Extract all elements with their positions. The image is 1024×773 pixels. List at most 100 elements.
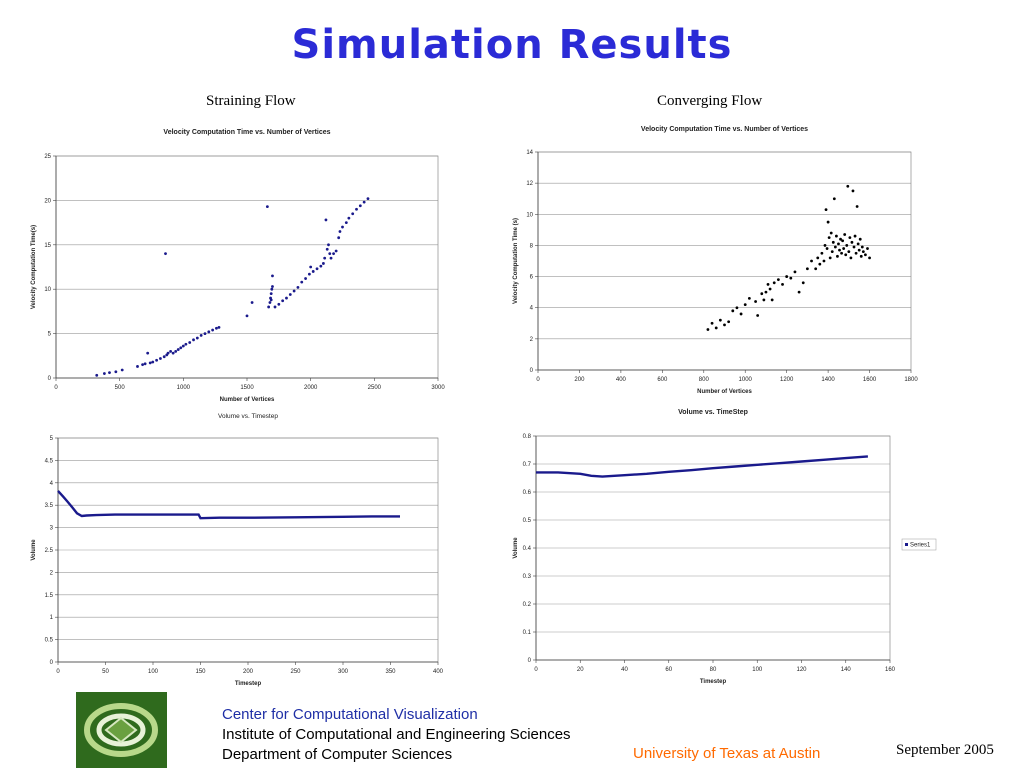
data-point [816,256,820,260]
data-point [269,292,273,296]
data-point [288,293,292,296]
y-tick-label: 0.8 [523,434,532,440]
legend-swatch [905,543,908,546]
data-point [853,234,857,238]
footer-university: University of Texas at Austin [633,745,821,762]
data-point [739,312,743,316]
y-tick-label: 2 [530,337,534,343]
x-tick-label: 1200 [780,377,794,383]
data-point [362,200,366,204]
data-point [217,325,221,329]
ccv-logo-icon [84,703,158,757]
data-point [842,247,846,250]
data-point [857,248,861,252]
data-point [311,270,315,273]
data-point [756,314,760,317]
chart-title: Volume vs. Timestep [218,413,278,420]
data-point [822,259,826,263]
footer-line-1: Center for Computational Visualization [222,706,478,723]
data-point [856,242,860,246]
data-point [830,250,834,254]
data-point [188,341,192,344]
straining-velocity-chart: Velocity Computation Time vs. Number of … [31,129,445,403]
x-tick-label: 160 [885,667,896,673]
data-point [355,207,358,211]
data-point [836,254,839,258]
data-point [768,287,772,291]
footer-line-3: Department of Computer Sciences [222,746,453,763]
y-tick-label: 0.4 [523,546,532,552]
data-point [325,247,329,251]
data-point [332,252,335,256]
data-point [162,355,166,359]
x-tick-label: 1500 [240,385,254,391]
data-point [845,244,849,247]
y-tick-label: 4.5 [45,458,54,464]
data-point [329,256,333,260]
x-tick-label: 0 [534,667,538,673]
y-tick-label: 20 [44,198,51,204]
data-point [271,274,274,278]
y-tick-label: 0.5 [523,518,532,524]
straining-volume-chart: Volume vs. Timestep 0 0.5 1 1.5 2 2.5 3 3.5 4 4.5 5… [31,413,444,687]
data-point [323,256,327,260]
data-point [825,247,829,250]
data-point [102,372,106,375]
data-point [831,240,835,244]
y-tick-label: 0.6 [523,490,532,496]
data-point [184,342,188,346]
data-point [120,368,124,372]
left-column-label: Straining Flow [206,93,296,109]
data-point [855,205,859,208]
data-point [801,281,805,285]
data-point [271,285,274,288]
data-point [347,216,351,220]
y-tick-label: 25 [44,154,51,160]
data-point [169,349,173,353]
data-point [833,245,837,249]
data-point [829,231,833,235]
converging-velocity-chart: Velocity Computation Time vs. Number of … [513,126,918,395]
y-tick-label: 12 [526,181,533,187]
data-point [171,351,175,355]
data-point [245,314,249,318]
data-point [838,248,841,252]
data-point [785,275,789,278]
data-point [358,204,362,208]
y-tick-label: 0 [530,368,534,374]
data-point [300,280,304,284]
data-point [269,298,273,302]
data-point [849,256,853,260]
y-tick-label: 15 [44,243,51,249]
y-tick-label: 0.7 [523,462,532,468]
data-point [322,262,325,265]
data-point [351,212,355,216]
data-point [797,290,801,294]
data-point [114,370,118,374]
data-point [868,256,871,260]
data-point [215,326,218,330]
data-point [211,328,215,332]
x-tick-label: 500 [115,385,126,391]
x-tick-label: 150 [195,669,206,675]
data-point [793,270,797,274]
data-point [743,303,747,306]
data-point [844,253,848,257]
data-point [341,225,344,229]
x-tick-label: 1000 [739,377,753,383]
data-point [823,244,827,247]
x-tick-label: 50 [102,669,109,675]
x-tick-label: 3000 [431,385,445,391]
data-point [166,351,170,355]
legend-label: Series1 [910,543,931,549]
y-axis-label: Velocity Computation Time(s) [31,225,37,309]
x-tick-label: 2000 [304,385,318,391]
data-point [852,245,856,249]
data-point [277,302,281,306]
plot-frame [55,155,439,379]
x-tick-label: 800 [699,377,710,383]
y-tick-label: 4 [530,306,534,312]
data-point [841,239,845,243]
y-tick-label: 10 [526,212,533,218]
data-point [840,251,843,255]
